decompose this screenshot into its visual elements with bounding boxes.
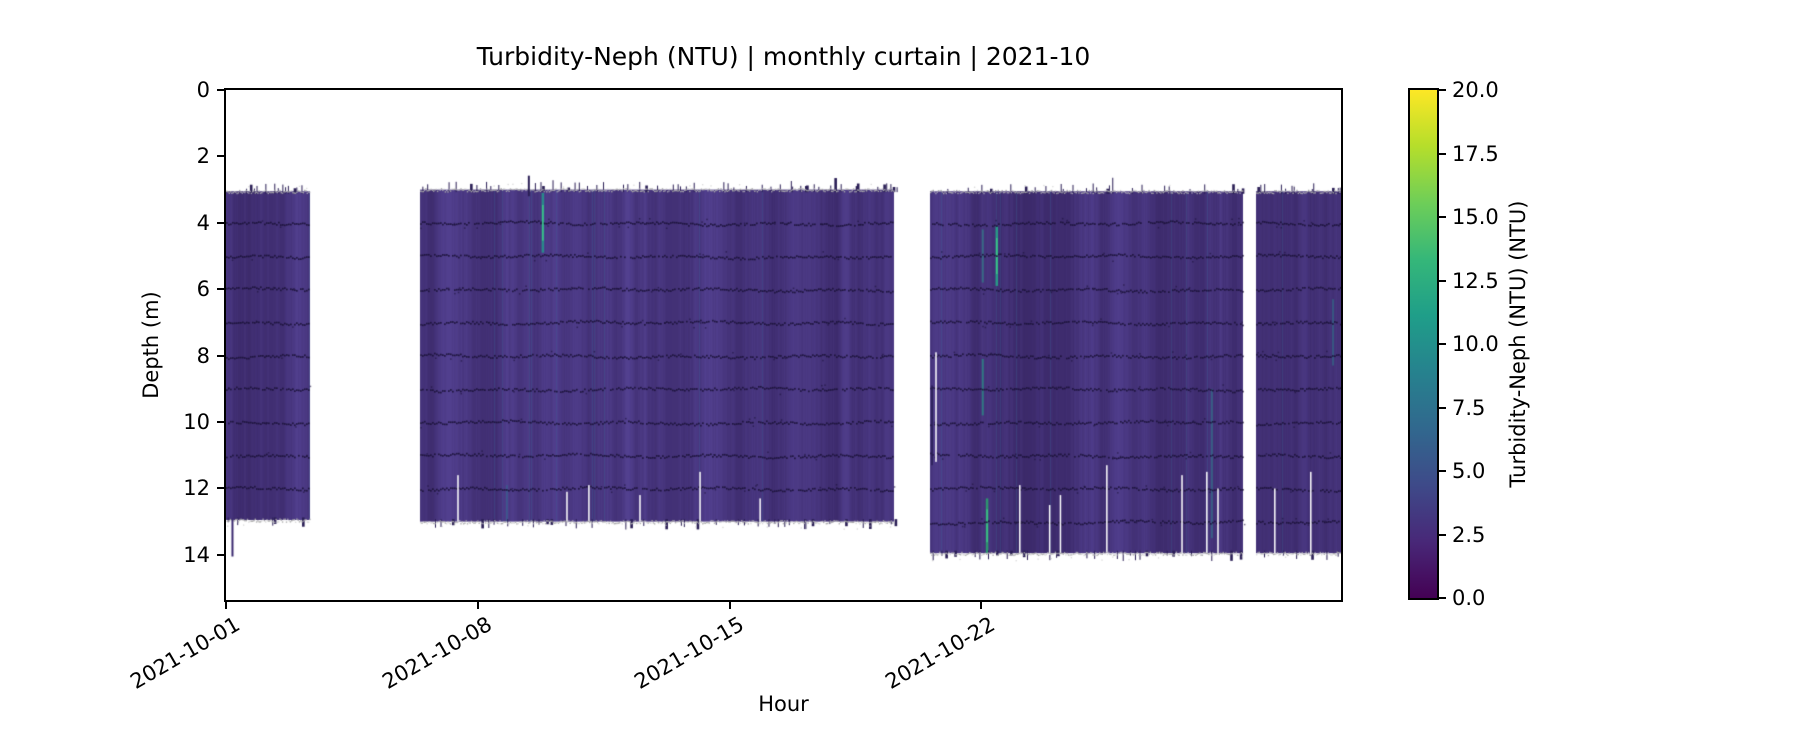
x-tick-mark bbox=[476, 602, 479, 609]
x-axis-label: Hour bbox=[758, 692, 809, 716]
colorbar-tick-label: 15.0 bbox=[1452, 205, 1499, 229]
y-tick-label: 14 bbox=[183, 542, 210, 567]
x-tick-label: 2021-10-01 bbox=[126, 612, 244, 694]
y-tick-mark bbox=[217, 288, 224, 291]
y-tick-label: 2 bbox=[196, 144, 210, 169]
x-tick-mark bbox=[225, 602, 227, 609]
y-tick-label: 6 bbox=[196, 277, 210, 302]
colorbar-label: Turbidity-Neph (NTU) (NTU) bbox=[1506, 200, 1530, 488]
colorbar-tick-mark bbox=[1439, 152, 1446, 155]
colorbar-tick-mark bbox=[1439, 470, 1446, 472]
y-tick-label: 4 bbox=[196, 210, 210, 235]
colorbar-gradient bbox=[1410, 90, 1437, 598]
colorbar-tick-mark bbox=[1439, 216, 1446, 218]
y-tick-mark bbox=[217, 89, 224, 91]
y-tick-mark bbox=[217, 553, 224, 556]
chart-title: Turbidity-Neph (NTU) | monthly curtain |… bbox=[476, 42, 1091, 71]
curtain-heatmap bbox=[226, 90, 1341, 600]
x-tick-label: 2021-10-15 bbox=[629, 612, 748, 694]
colorbar-tick-label: 0.0 bbox=[1452, 586, 1486, 610]
y-tick-label: 12 bbox=[183, 476, 210, 501]
y-tick-mark bbox=[217, 354, 224, 357]
y-tick-label: 8 bbox=[196, 343, 210, 368]
colorbar-tick-label: 12.5 bbox=[1452, 268, 1499, 293]
y-tick-mark bbox=[217, 221, 224, 224]
x-tick-mark bbox=[980, 602, 983, 609]
colorbar-tick-label: 17.5 bbox=[1452, 141, 1499, 166]
colorbar-tick-label: 2.5 bbox=[1452, 522, 1486, 547]
colorbar-tick-label: 10.0 bbox=[1452, 332, 1499, 356]
colorbar-tick-mark bbox=[1439, 533, 1446, 536]
y-tick-mark bbox=[217, 421, 224, 424]
colorbar-tick-mark bbox=[1439, 343, 1446, 345]
colorbar-tick-label: 20.0 bbox=[1452, 78, 1499, 102]
y-tick-mark bbox=[217, 155, 224, 158]
y-tick-label: 10 bbox=[183, 410, 210, 435]
y-tick-mark bbox=[217, 487, 224, 490]
colorbar-tick-label: 7.5 bbox=[1452, 395, 1486, 420]
x-tick-label: 2021-10-22 bbox=[881, 612, 1000, 694]
colorbar-tick-mark bbox=[1439, 597, 1446, 599]
x-tick-label: 2021-10-08 bbox=[378, 612, 496, 694]
colorbar-tick-label: 5.0 bbox=[1452, 459, 1486, 483]
colorbar bbox=[1408, 88, 1439, 600]
colorbar-tick-mark bbox=[1439, 89, 1446, 91]
colorbar-tick-mark bbox=[1439, 279, 1446, 282]
y-tick-label: 0 bbox=[196, 78, 210, 102]
x-tick-mark bbox=[728, 602, 731, 609]
plot-axes-frame bbox=[224, 88, 1343, 602]
colorbar-tick-mark bbox=[1439, 406, 1446, 409]
